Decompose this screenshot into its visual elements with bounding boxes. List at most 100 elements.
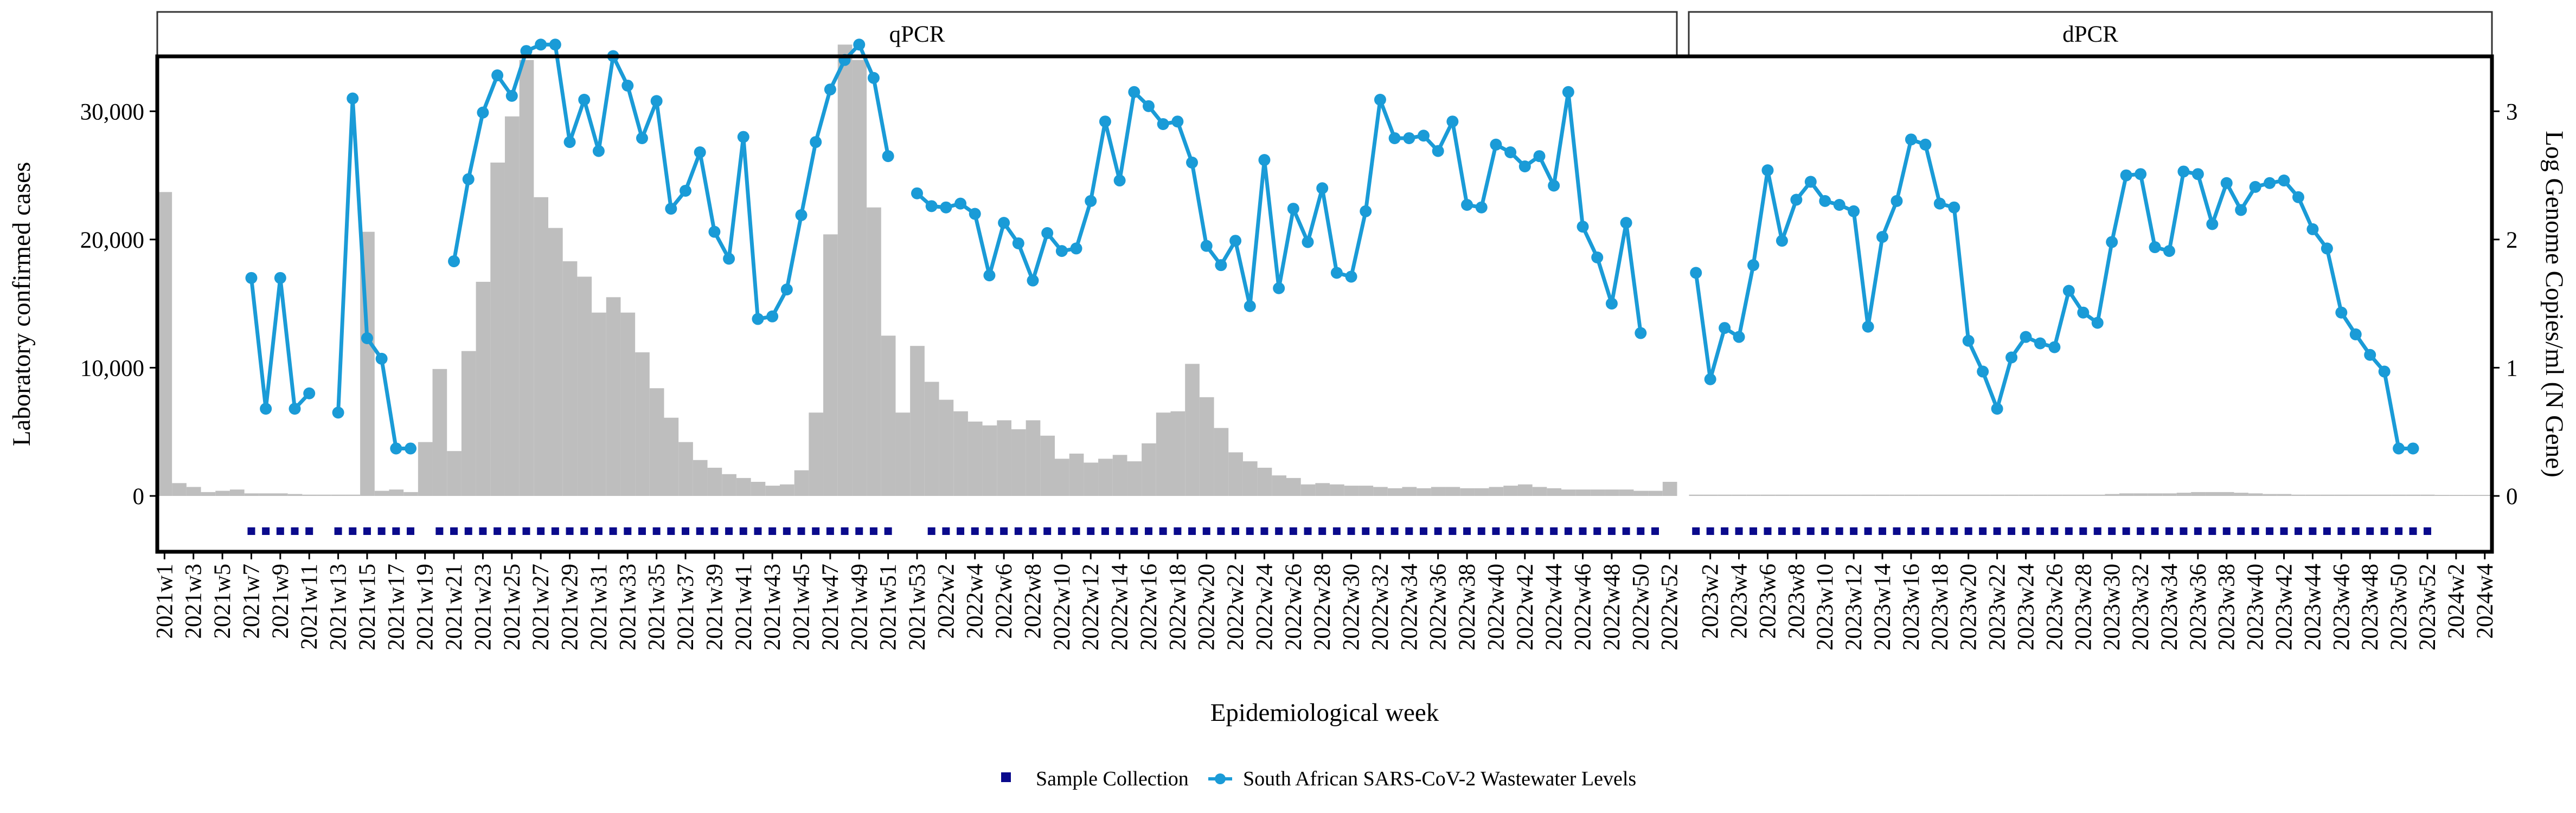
wastewater-point (650, 95, 663, 107)
case-bar (794, 470, 809, 496)
wastewater-point (1085, 195, 1097, 207)
case-bar (852, 60, 867, 496)
sample-collection-marker (1116, 527, 1124, 535)
case-bar (1789, 494, 1804, 496)
case-bar (1804, 494, 1818, 496)
x-tick-label: 2021w9 (268, 564, 293, 639)
wastewater-point (535, 38, 547, 51)
sample-collection-marker (667, 527, 675, 535)
sample-collection-marker (1964, 527, 1972, 535)
wastewater-point (520, 45, 533, 57)
case-bar (1272, 475, 1286, 496)
sample-collection-marker (1893, 527, 1901, 535)
x-tick-label: 2021w1 (152, 564, 177, 639)
sample-collection-marker (1289, 527, 1297, 535)
wastewater-point (1258, 154, 1271, 166)
wastewater-point (303, 387, 316, 399)
sample-collection-marker (1850, 527, 1858, 535)
x-tick-label: 2022w32 (1368, 564, 1393, 650)
case-bar (548, 228, 563, 496)
wastewater-point (998, 217, 1010, 229)
wastewater-line (915, 90, 1643, 334)
case-bar (2377, 494, 2392, 496)
wastewater-point (2206, 218, 2219, 230)
wastewater-point (2393, 442, 2405, 455)
case-bar (1889, 494, 1905, 496)
sample-collection-marker (1550, 527, 1558, 535)
case-bar (779, 484, 794, 496)
wastewater-point (2378, 365, 2391, 378)
sample-collection-marker (1750, 527, 1758, 535)
case-bar (2406, 494, 2421, 496)
sample-collection-marker (1202, 527, 1210, 535)
wastewater-point (1128, 86, 1140, 98)
wastewater-point (2077, 306, 2090, 319)
sample-collection-marker (2323, 527, 2331, 535)
facet-strip-label: dPCR (2062, 22, 2118, 47)
x-tick-label: 2021w31 (586, 564, 612, 650)
case-bar (2004, 494, 2019, 496)
x-tick-label: 2023w6 (1755, 564, 1780, 639)
x-tick-label: 2024w2 (2444, 564, 2469, 639)
case-bar (389, 489, 404, 496)
wastewater-point (592, 145, 605, 157)
x-tick-label: 2021w11 (297, 564, 322, 649)
case-bar (1315, 483, 1330, 496)
wastewater-point (969, 208, 981, 220)
x-tick-label: 2023w2 (1698, 564, 1723, 639)
sample-collection-marker (2093, 527, 2101, 535)
x-tick-label: 2023w42 (2272, 564, 2297, 650)
sample-collection-marker (985, 527, 994, 535)
x-tick-label: 2023w4 (1727, 564, 1752, 639)
sample-collection-marker (1735, 527, 1743, 535)
wastewater-point (2220, 177, 2233, 189)
case-bar (345, 494, 361, 496)
case-bar (1098, 459, 1113, 496)
sample-collection-marker (2222, 527, 2231, 535)
wastewater-line (249, 276, 311, 411)
case-bar (1532, 487, 1547, 496)
sample-collection-marker (479, 527, 487, 535)
sample-collection-marker (1362, 527, 1370, 535)
case-bar (1286, 478, 1301, 496)
wastewater-point (882, 150, 894, 163)
legend-swatch-wastewater-point (1215, 773, 1226, 784)
case-bar (1746, 494, 1761, 496)
legend: Sample Collection South African SARS-CoV… (1001, 767, 1636, 790)
case-bar (2277, 494, 2292, 496)
wastewater-point (347, 92, 359, 105)
wastewater-point (1635, 327, 1647, 339)
sample-collection-marker (710, 527, 719, 535)
x-tick-label: 2022w22 (1223, 564, 1248, 650)
sample-collection-marker (942, 527, 950, 535)
sample-collection-marker (2151, 527, 2159, 535)
x-tick-label: 2023w12 (1841, 564, 1867, 650)
sample-collection-marker (392, 527, 400, 535)
case-bar (649, 388, 664, 496)
sample-collection-marker (2194, 527, 2202, 535)
case-bar (403, 492, 418, 496)
wastewater-point (1891, 195, 1903, 207)
x-tick-label: 2022w28 (1310, 564, 1335, 650)
case-bar (2392, 494, 2406, 496)
sample-collection-marker (869, 527, 877, 535)
sample-collection-marker (2108, 527, 2116, 535)
facet-strip-dpcr (1688, 11, 2493, 57)
case-bar (664, 417, 679, 496)
x-tick-label: 2021w43 (760, 564, 785, 650)
sample-collection-marker (2366, 527, 2374, 535)
x-tick-label: 2021w51 (876, 564, 901, 650)
x-tick-label: 2022w4 (963, 564, 988, 639)
wastewater-point (2091, 317, 2104, 329)
sample-collection-marker (1593, 527, 1601, 535)
x-tick-label: 2021w41 (731, 564, 757, 650)
sample-collection-marker (971, 527, 979, 535)
case-bar (765, 486, 780, 496)
sample-collection-marker (652, 527, 661, 535)
x-tick-label: 2023w50 (2386, 564, 2412, 650)
wastewater-point (2135, 168, 2147, 180)
wastewater-point (1171, 115, 1184, 128)
case-bar (2162, 493, 2177, 496)
x-tick-label: 2022w44 (1541, 564, 1567, 650)
case-bar (2434, 495, 2450, 496)
